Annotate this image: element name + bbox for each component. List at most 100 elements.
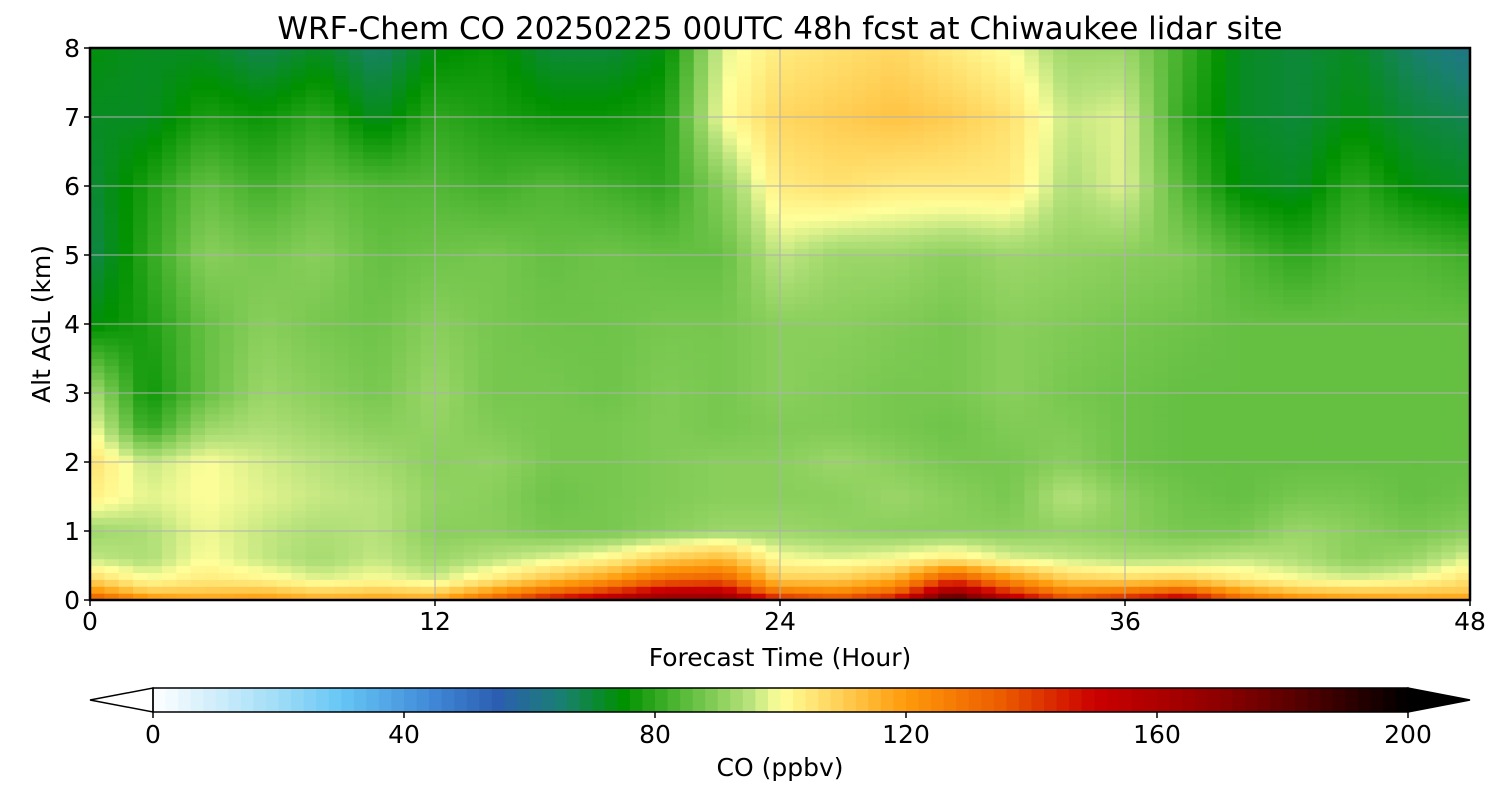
heatmap-cell <box>866 579 882 587</box>
heatmap-cell <box>895 586 910 594</box>
heatmap-cell <box>966 496 982 504</box>
heatmap-cell <box>262 420 278 429</box>
heatmap-cell <box>636 393 652 401</box>
heatmap-cell <box>1254 427 1270 435</box>
heatmap-cell <box>219 358 235 366</box>
heatmap-cell <box>650 365 666 373</box>
heatmap-cell <box>1053 275 1069 284</box>
heatmap-cell <box>636 365 652 373</box>
heatmap-cell <box>1024 496 1040 504</box>
heatmap-cell <box>334 448 350 456</box>
heatmap-cell <box>564 406 580 415</box>
heatmap-cell <box>593 510 609 518</box>
heatmap-cell <box>1196 482 1212 491</box>
heatmap-cell <box>593 317 609 325</box>
heatmap-cell <box>1455 379 1471 387</box>
heatmap-cell <box>348 544 364 553</box>
heatmap-cell <box>1369 475 1385 484</box>
heatmap-cell <box>1110 448 1126 456</box>
heatmap-cell <box>248 365 264 373</box>
heatmap-cell <box>621 393 637 401</box>
heatmap-cell <box>895 510 910 518</box>
heatmap-cell <box>578 282 594 291</box>
heatmap-cell <box>751 255 767 263</box>
heatmap-cell <box>1383 482 1399 491</box>
heatmap-cell <box>1455 586 1471 594</box>
heatmap-cell <box>1182 386 1198 394</box>
heatmap-cell <box>938 268 954 277</box>
heatmap-cell <box>506 406 522 415</box>
heatmap-cell <box>550 420 565 429</box>
heatmap-cell <box>262 537 278 546</box>
heatmap-cell <box>823 434 839 442</box>
heatmap-cell <box>1110 441 1126 449</box>
heatmap-cell <box>1326 579 1342 587</box>
heatmap-cell <box>1096 427 1112 435</box>
heatmap-cell <box>233 510 249 518</box>
heatmap-cell <box>1110 489 1126 498</box>
heatmap-cell <box>133 531 149 539</box>
heatmap-cell <box>1067 586 1083 594</box>
heatmap-cell <box>1225 482 1241 491</box>
heatmap-cell <box>880 372 896 380</box>
heatmap-cell <box>650 324 666 332</box>
heatmap-cell <box>248 434 264 442</box>
heatmap-cell <box>880 344 896 353</box>
heatmap-cell <box>233 379 249 387</box>
heatmap-cell <box>938 303 954 311</box>
heatmap-cell <box>607 586 623 594</box>
heatmap-cell <box>1225 503 1241 511</box>
heatmap-cell <box>435 248 450 256</box>
heatmap-cell <box>377 572 393 580</box>
heatmap-cell <box>147 303 163 311</box>
heatmap-cell <box>708 268 724 277</box>
heatmap-cell <box>1125 579 1140 587</box>
heatmap-cell <box>593 544 609 553</box>
heatmap-cell <box>708 275 724 284</box>
heatmap-cell <box>1398 317 1414 325</box>
heatmap-cell <box>521 427 537 435</box>
heatmap-cell <box>938 379 954 387</box>
heatmap-cell <box>90 268 105 277</box>
heatmap-cell <box>449 413 465 422</box>
heatmap-cell <box>1398 413 1414 422</box>
heatmap-cell <box>320 524 335 532</box>
heatmap-cell <box>1211 468 1227 477</box>
heatmap-cell <box>1412 462 1428 470</box>
heatmap-cell <box>1168 268 1184 277</box>
heatmap-cell <box>334 351 350 360</box>
heatmap-cell <box>205 524 220 532</box>
heatmap-cell <box>176 261 192 270</box>
heatmap-cell <box>463 282 479 291</box>
heatmap-cell <box>765 317 781 325</box>
heatmap-cell <box>1240 413 1255 422</box>
heatmap-cell <box>995 524 1011 532</box>
heatmap-cell <box>248 544 264 553</box>
heatmap-cell <box>650 420 666 429</box>
heatmap-cell <box>866 517 882 525</box>
heatmap-cell <box>1455 386 1471 394</box>
heatmap-cell <box>1398 248 1414 256</box>
heatmap-cell <box>133 393 149 401</box>
heatmap-cell <box>535 586 551 594</box>
heatmap-cell <box>1196 255 1212 263</box>
heatmap-cell <box>794 489 810 498</box>
heatmap-cell <box>1297 420 1313 429</box>
heatmap-cell <box>305 372 321 380</box>
heatmap-cell <box>262 406 278 415</box>
heatmap-cell <box>1455 310 1471 318</box>
heatmap-cell <box>276 496 292 504</box>
heatmap-cell <box>521 268 537 277</box>
heatmap-cell <box>435 475 450 484</box>
heatmap-cell <box>751 324 767 332</box>
heatmap-cell <box>406 372 422 380</box>
heatmap-cell <box>276 317 292 325</box>
heatmap-cell <box>1053 565 1069 573</box>
heatmap-cell <box>981 324 997 332</box>
heatmap-cell <box>1010 324 1025 332</box>
heatmap-cell <box>981 296 997 304</box>
heatmap-cell <box>1196 524 1212 532</box>
heatmap-cell <box>420 503 436 511</box>
heatmap-cell <box>176 420 192 429</box>
heatmap-cell <box>161 310 177 318</box>
